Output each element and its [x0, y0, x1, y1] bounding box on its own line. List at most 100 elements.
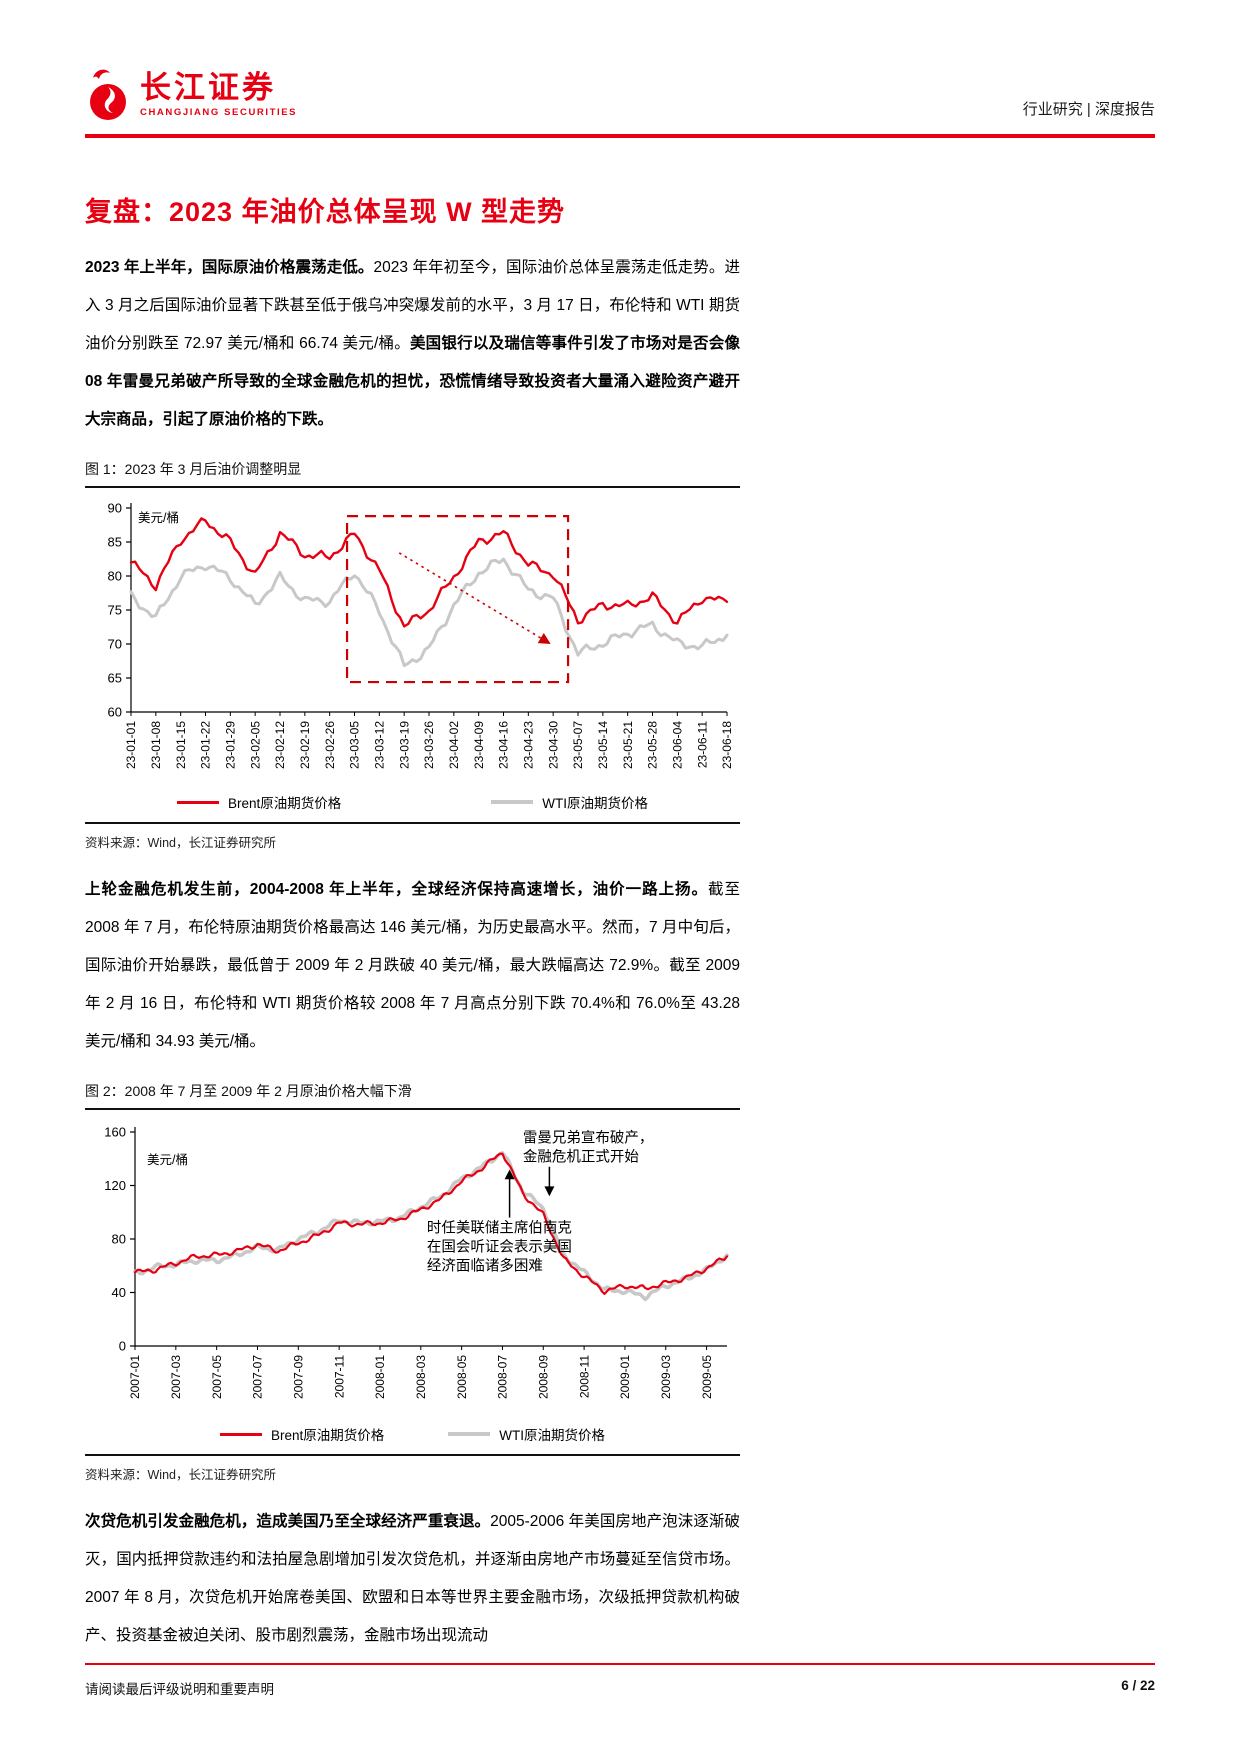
svg-text:23-06-18: 23-06-18 [720, 721, 734, 769]
svg-text:80: 80 [112, 1232, 126, 1247]
svg-text:23-06-11: 23-06-11 [695, 721, 709, 768]
svg-text:120: 120 [104, 1178, 126, 1193]
svg-text:23-01-01: 23-01-01 [124, 721, 138, 769]
figure-2: 图 2：2008 年 7 月至 2009 年 2 月原油价格大幅下滑 0 40 80… [85, 1081, 740, 1483]
svg-text:0: 0 [119, 1339, 126, 1354]
svg-text:时任美联储主席伯南克: 时任美联储主席伯南克 [427, 1219, 572, 1236]
figure-2-source: 资料来源：Wind，长江证券研究所 [85, 1454, 740, 1483]
svg-text:23-03-05: 23-03-05 [348, 721, 362, 769]
svg-text:85: 85 [108, 535, 122, 550]
svg-text:2007-07: 2007-07 [251, 1355, 265, 1399]
svg-text:23-06-04: 23-06-04 [671, 721, 685, 769]
text-segment: 2005-2006 年美国房地产泡沫逐渐破灭，国内抵押贷款违约和法拍屋急剧增加引… [85, 1513, 740, 1644]
svg-text:2008-09: 2008-09 [536, 1355, 550, 1399]
svg-text:23-04-30: 23-04-30 [546, 721, 560, 769]
legend-item: Brent原油期货价格 [219, 1424, 385, 1444]
report-category-label: 行业研究 | 深度报告 [1022, 101, 1155, 118]
oil-price-chart-2008-crisis: 0 40 80 120 160 2007-01 2007-03 2007-05 2007-07 2… [104, 1125, 729, 1399]
figure-2-caption: 图 2：2008 年 7 月至 2009 年 2 月原油价格大幅下滑 [85, 1081, 740, 1110]
svg-text:23-04-16: 23-04-16 [497, 721, 511, 769]
figure-1-legend: Brent原油期货价格 WTI原油期货价格 [85, 792, 740, 812]
brand-logo: 长江证券 CHANGJIANG SECURITIES [85, 66, 297, 124]
svg-text:23-04-09: 23-04-09 [472, 721, 486, 769]
logo-english-name: CHANGJIANG SECURITIES [140, 107, 298, 118]
svg-text:60: 60 [108, 705, 122, 720]
svg-text:23-03-26: 23-03-26 [422, 721, 436, 769]
svg-text:23-02-19: 23-02-19 [298, 721, 312, 769]
legend-item: WTI原油期货价格 [491, 792, 648, 812]
legend-label: Brent原油期货价格 [227, 796, 342, 811]
svg-text:40: 40 [112, 1285, 126, 1300]
svg-text:23-03-19: 23-03-19 [397, 721, 411, 769]
figure-1-source: 资料来源：Wind，长江证券研究所 [85, 822, 740, 851]
svg-text:2008-03: 2008-03 [414, 1355, 428, 1399]
svg-text:在国会听证会表示美国: 在国会听证会表示美国 [427, 1238, 572, 1255]
svg-text:2009-05: 2009-05 [700, 1355, 714, 1399]
svg-text:23-03-12: 23-03-12 [373, 721, 387, 769]
svg-text:23-02-05: 23-02-05 [248, 721, 262, 769]
svg-text:23-05-28: 23-05-28 [646, 721, 660, 769]
svg-text:23-02-26: 23-02-26 [323, 721, 337, 769]
changjiang-dragon-logo-icon [90, 69, 126, 120]
body-paragraph-1: 2023 年上半年，国际原油价格震荡走低。2023 年年初至今，国际油价总体呈震… [85, 249, 740, 439]
legend-swatch [491, 800, 534, 804]
svg-text:2009-03: 2009-03 [659, 1355, 673, 1399]
text-segment: 次贷危机引发金融危机，造成美国乃至全球经济严重衰退。 [85, 1513, 491, 1530]
logo-chinese-name: 长江证券 [140, 70, 276, 105]
body-paragraph-3: 次贷危机引发金融危机，造成美国乃至全球经济严重衰退。2005-2006 年美国房… [85, 1503, 740, 1655]
svg-text:23-05-21: 23-05-21 [621, 721, 635, 769]
svg-text:2007-03: 2007-03 [169, 1355, 183, 1399]
legend-swatch [219, 1432, 262, 1436]
svg-text:90: 90 [108, 501, 122, 516]
svg-text:2008-07: 2008-07 [496, 1355, 510, 1399]
svg-text:2008-05: 2008-05 [455, 1355, 469, 1399]
svg-text:65: 65 [108, 671, 122, 686]
svg-text:23-05-14: 23-05-14 [596, 721, 610, 769]
text-segment: 美国银行以及瑞信等事件引发了市场对是否会像 08 年雷曼兄弟破产所导致的全球金融… [85, 335, 740, 428]
svg-text:23-01-08: 23-01-08 [149, 721, 163, 769]
svg-text:23-01-15: 23-01-15 [174, 721, 188, 769]
text-segment: 2023 年上半年，国际原油价格震荡走低。 [85, 259, 374, 276]
svg-text:2007-09: 2007-09 [292, 1355, 306, 1399]
svg-text:23-01-22: 23-01-22 [199, 721, 213, 769]
page-number: 6 / 22 [1121, 1678, 1155, 1693]
page-footer: 请阅读最后评级说明和重要声明 6 / 22 [85, 1663, 1155, 1698]
svg-text:2007-05: 2007-05 [210, 1355, 224, 1399]
svg-text:23-01-29: 23-01-29 [224, 721, 238, 769]
svg-text:75: 75 [108, 603, 122, 618]
svg-text:23-02-12: 23-02-12 [273, 721, 287, 769]
svg-text:美元/桶: 美元/桶 [138, 510, 179, 525]
text-segment: 上轮金融危机发生前，2004-2008 年上半年，全球经济保持高速增长，油价一路… [85, 881, 709, 898]
svg-text:2008-11: 2008-11 [577, 1355, 591, 1398]
text-segment: 2023 年年初至今，国际油价总体呈震荡走低走势。进入 3 月之后国际油价显著下… [85, 259, 740, 352]
legend-swatch [448, 1432, 491, 1436]
figure-2-legend: Brent原油期货价格 WTI原油期货价格 [85, 1424, 740, 1444]
svg-text:2007-01: 2007-01 [128, 1355, 142, 1399]
svg-text:23-04-02: 23-04-02 [447, 721, 461, 769]
figure-1-caption: 图 1：2023 年 3 月后油价调整明显 [85, 459, 740, 488]
svg-text:2008-01: 2008-01 [373, 1355, 387, 1399]
svg-text:70: 70 [108, 637, 122, 652]
svg-text:23-05-07: 23-05-07 [571, 721, 585, 769]
legend-item: Brent原油期货价格 [176, 792, 342, 812]
svg-text:金融危机正式开始: 金融危机正式开始 [523, 1149, 639, 1166]
svg-text:80: 80 [108, 569, 122, 584]
section-title: 复盘：2023 年油价总体呈现 W 型走势 [85, 197, 566, 227]
legend-label: Brent原油期货价格 [270, 1428, 385, 1443]
svg-text:2009-01: 2009-01 [618, 1355, 632, 1399]
svg-text:23-04-23: 23-04-23 [522, 721, 536, 769]
svg-text:经济面临诸多困难: 经济面临诸多困难 [427, 1257, 543, 1274]
svg-text:2007-11: 2007-11 [332, 1355, 346, 1398]
figure-1: 图 1：2023 年 3 月后油价调整明显 60 65 70 75 80 85 90 23-0… [85, 459, 740, 851]
svg-text:160: 160 [104, 1125, 126, 1140]
text-segment: 截至 2008 年 7 月，布伦特原油期货价格最高达 146 美元/桶，为历史最… [85, 881, 740, 1050]
svg-text:美元/桶: 美元/桶 [147, 1152, 188, 1167]
oil-price-chart-2023: 60 65 70 75 80 85 90 23-01-01 23-01-08 23-01-15 23… [108, 501, 735, 769]
footer-disclaimer: 请阅读最后评级说明和重要声明 [85, 1682, 274, 1697]
legend-swatch [176, 800, 219, 804]
legend-label: WTI原油期货价格 [542, 796, 649, 811]
svg-text:雷曼兄弟宣布破产，: 雷曼兄弟宣布破产， [523, 1130, 654, 1147]
legend-label: WTI原油期货价格 [499, 1428, 606, 1443]
page-header: 长江证券 CHANGJIANG SECURITIES 行业研究 | 深度报告 [85, 0, 1155, 138]
